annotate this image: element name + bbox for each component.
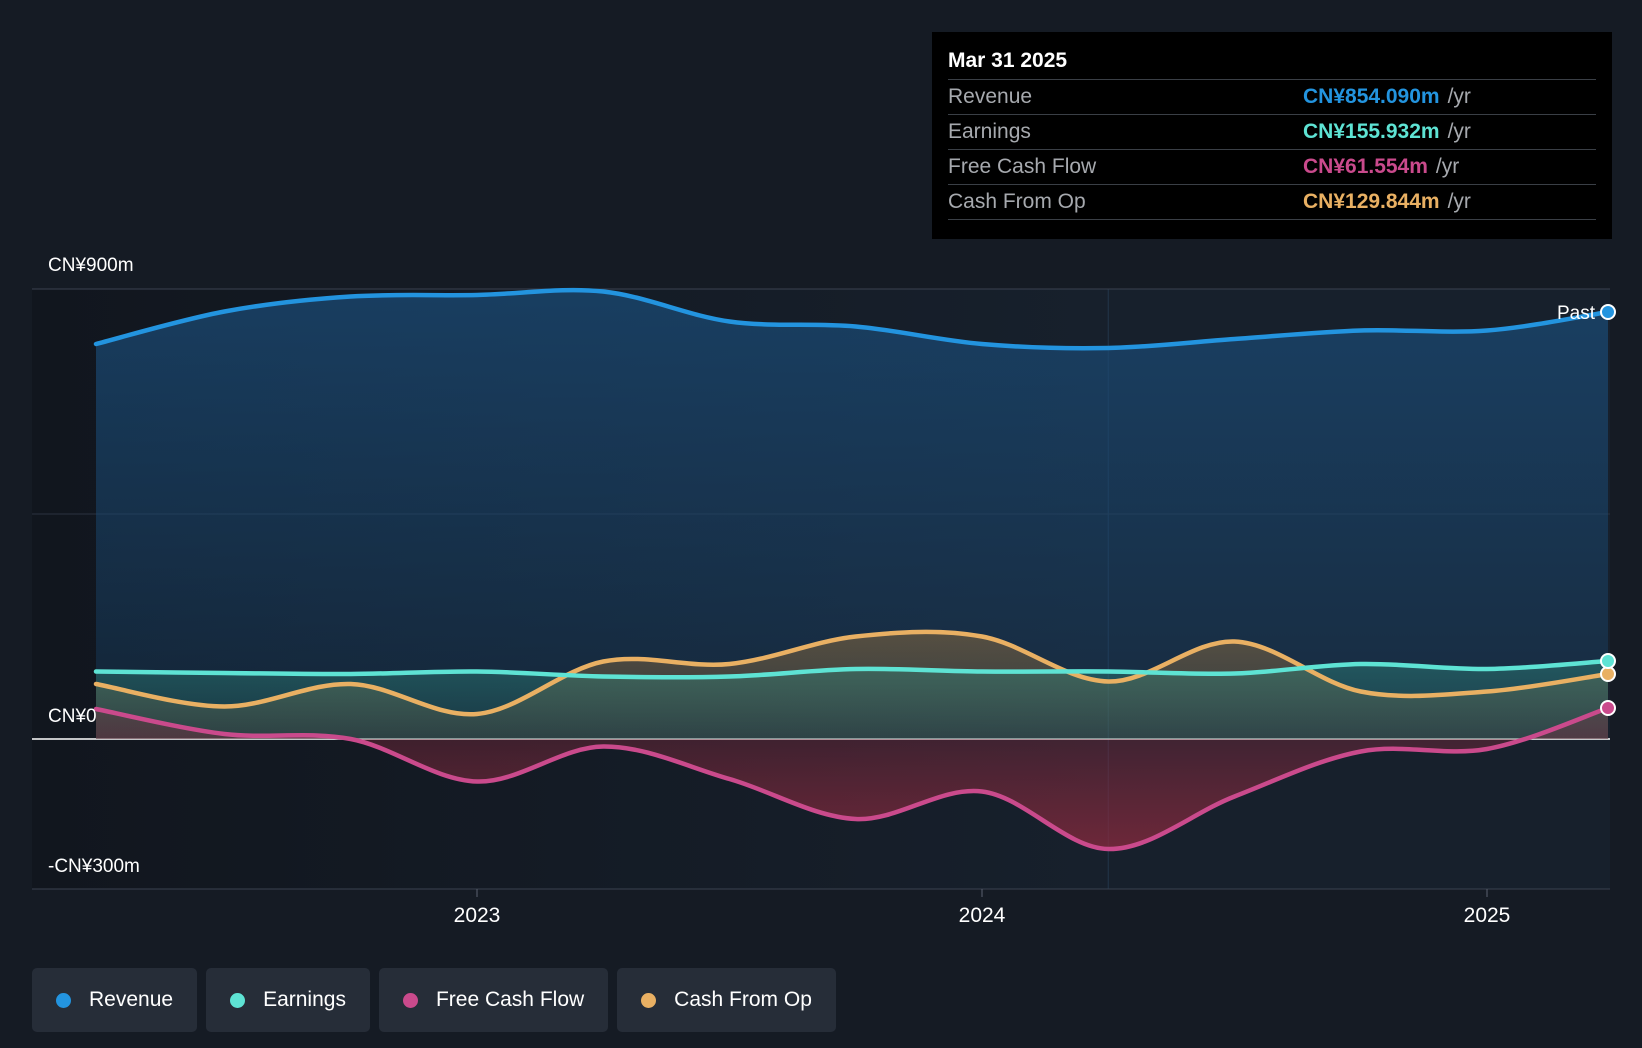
- tooltip-label: Free Cash Flow: [948, 155, 1097, 178]
- tooltip-label: Earnings: [948, 120, 1031, 143]
- revenue-area: [96, 290, 1608, 739]
- legend-item-free-cash-flow[interactable]: Free Cash Flow: [378, 968, 609, 1032]
- x-tick-label: 2023: [454, 904, 501, 927]
- legend-item-cash-from-op[interactable]: Cash From Op: [617, 968, 836, 1032]
- tooltip-unit: /yr: [1435, 155, 1460, 178]
- tooltip-row-free-cash-flow: Free Cash Flow CN¥61.554m /yr: [948, 150, 1596, 185]
- y-label-bottom: -CN¥300m: [48, 856, 140, 877]
- past-label: Past: [1557, 303, 1596, 324]
- cash-from-op-endpoint: [1600, 666, 1616, 682]
- tooltip: Mar 31 2025 Revenue CN¥854.090m /yr Earn…: [932, 32, 1612, 239]
- tooltip-label: Cash From Op: [948, 190, 1086, 213]
- x-tick-label: 2025: [1464, 904, 1511, 927]
- free-cash-flow-area: [96, 708, 1608, 850]
- tooltip-date: Mar 31 2025: [948, 46, 1596, 80]
- legend-dot-icon: [230, 992, 246, 1008]
- tooltip-unit: /yr: [1447, 85, 1471, 108]
- tooltip-unit: /yr: [1447, 120, 1471, 143]
- tooltip-unit: /yr: [1447, 190, 1471, 213]
- tooltip-value: CN¥155.932m: [1303, 120, 1440, 143]
- x-tick-label: 2024: [959, 904, 1006, 927]
- y-label-zero: CN¥0: [48, 706, 97, 727]
- tooltip-row-earnings: Earnings CN¥155.932m /yr: [948, 115, 1596, 150]
- legend-label: Earnings: [263, 988, 346, 1011]
- earnings-line: [93, 658, 1611, 680]
- free-cash-flow-line: [93, 705, 1611, 852]
- earnings-endpoint: [1600, 653, 1616, 669]
- revenue-endpoint: [1600, 304, 1616, 320]
- legend-dot-icon: [402, 992, 418, 1008]
- tooltip-value: CN¥854.090m: [1303, 85, 1440, 108]
- tooltip-label: Revenue: [948, 85, 1033, 108]
- free-cash-flow-endpoint: [1600, 700, 1616, 716]
- legend-label: Cash From Op: [674, 988, 812, 1011]
- legend-item-revenue[interactable]: Revenue: [32, 968, 198, 1032]
- legend: Revenue Earnings Free Cash Flow Cash Fro…: [32, 968, 845, 1032]
- revenue-line: [93, 287, 1611, 351]
- legend-label: Revenue: [89, 988, 174, 1011]
- cash-from-op-line: [93, 629, 1611, 717]
- legend-label: Free Cash Flow: [435, 988, 585, 1011]
- tooltip-row-cash-from-op: Cash From Op CN¥129.844m /yr: [948, 185, 1596, 220]
- tooltip-value: CN¥61.554m: [1303, 155, 1428, 178]
- legend-item-earnings[interactable]: Earnings: [206, 968, 370, 1032]
- legend-dot-icon: [641, 992, 657, 1008]
- y-label-top: CN¥900m: [48, 255, 134, 276]
- tooltip-row-revenue: Revenue CN¥854.090m /yr: [948, 80, 1596, 115]
- legend-dot-icon: [56, 992, 71, 1008]
- earnings-area: [96, 661, 1608, 739]
- tooltip-value: CN¥129.844m: [1303, 190, 1440, 213]
